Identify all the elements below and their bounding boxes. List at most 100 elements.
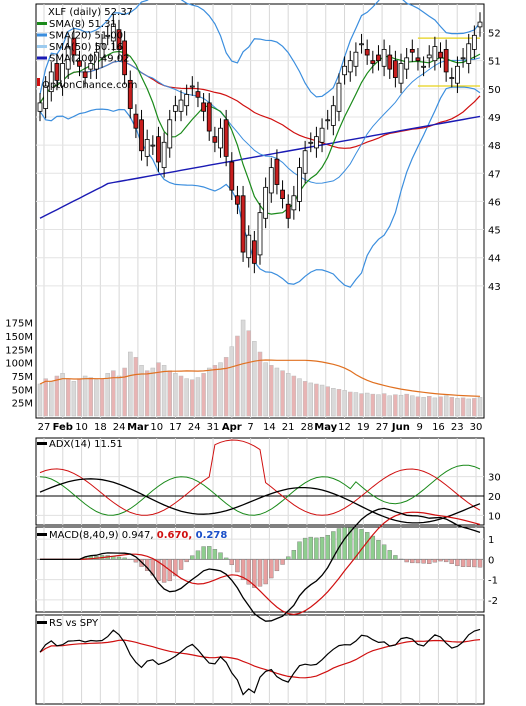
volume-average-line — [39, 359, 481, 397]
volume-bar — [421, 397, 426, 417]
volume-bar — [71, 381, 77, 417]
macd-histogram-bar — [235, 559, 240, 573]
x-tick-label: 31 — [207, 422, 220, 433]
volume-bar — [150, 367, 156, 417]
macd-histogram-bar — [178, 559, 184, 570]
macd-histogram-bar — [370, 535, 376, 560]
candle-down — [415, 57, 421, 62]
candle-up — [353, 51, 359, 67]
macd-histogram-bar — [415, 559, 421, 564]
volume-bar — [398, 394, 404, 417]
volume-bar — [472, 398, 477, 417]
candle-down — [54, 63, 60, 81]
legend-label: SMA(200) 49.02 — [49, 54, 130, 65]
volume-bar — [370, 393, 376, 417]
macd-histogram-bar — [348, 527, 353, 560]
candle-down — [127, 79, 133, 109]
legend-swatch — [37, 33, 47, 37]
watermark: OptionChance.com — [42, 80, 137, 91]
volume-bar — [144, 370, 150, 417]
x-tick-label: 19 — [357, 422, 370, 433]
candle-down — [122, 40, 128, 76]
candle-down — [240, 195, 246, 253]
candle-up — [471, 34, 477, 50]
candle-down — [156, 136, 161, 163]
candle-up — [94, 51, 99, 70]
candle-up — [449, 77, 455, 79]
volume-bar — [477, 397, 483, 417]
y-tick-label: -2 — [488, 596, 498, 607]
candle-up — [161, 141, 167, 169]
macd-histogram-bar — [376, 540, 381, 560]
macd-histogram-bar — [280, 559, 285, 565]
candle-up — [110, 23, 116, 42]
macd-histogram-bar — [229, 559, 234, 565]
volume-bar — [65, 378, 71, 417]
macd-histogram-bar — [257, 559, 263, 587]
x-tick-label: 18 — [94, 422, 107, 433]
volume-bar — [156, 362, 161, 417]
candle-up — [455, 65, 460, 84]
macd-histogram-bar — [263, 559, 268, 585]
watermark-marker — [37, 78, 40, 86]
candle-down — [251, 240, 257, 264]
volume-bar — [432, 397, 438, 417]
volume-tick-label: 25M — [12, 399, 33, 410]
macd-histogram-bar — [207, 546, 212, 560]
macd-histogram-bar — [449, 559, 454, 564]
macd-histogram-bar — [342, 527, 347, 560]
macd-histogram-bar — [302, 537, 308, 560]
candle-down — [235, 195, 240, 205]
macd-histogram-bar — [477, 559, 483, 568]
candle-up — [426, 54, 432, 59]
macd-histogram-bar — [381, 544, 387, 560]
macd-histogram-bar — [252, 559, 257, 588]
y-tick-label: 30 — [488, 473, 501, 484]
minus-di-line — [39, 439, 481, 516]
candle-up — [37, 102, 43, 112]
candle-up — [302, 150, 308, 174]
volume-tick-label: 150M — [5, 332, 33, 343]
volume-bar — [426, 396, 432, 417]
volume-bar — [167, 370, 172, 417]
candle-up — [359, 43, 364, 46]
macd-histogram-bar — [353, 528, 359, 560]
candle-down — [82, 71, 88, 78]
candle-down — [201, 102, 206, 112]
candle-up — [48, 71, 54, 93]
x-tick-label: 23 — [451, 422, 464, 433]
volume-bar — [82, 375, 88, 417]
candle-down — [212, 136, 218, 143]
candle-up — [308, 141, 314, 144]
x-tick-label: 28 — [301, 422, 314, 433]
macd-legend-label: MACD(8,40,9) 0.947, 0.670, 0.278 — [49, 530, 227, 541]
candle-up — [150, 144, 156, 147]
volume-bar — [161, 365, 167, 417]
candle-up — [43, 85, 49, 109]
candle-up — [184, 94, 190, 107]
candle-down — [387, 54, 393, 70]
volume-bar — [88, 377, 94, 417]
volume-bar — [308, 382, 314, 417]
y-tick-label: 51 — [488, 57, 501, 68]
candle-up — [404, 57, 410, 70]
candle-up — [105, 34, 111, 37]
x-tick-label: 27 — [38, 422, 51, 433]
candle-up — [60, 63, 65, 87]
volume-tick-label: 100M — [5, 359, 33, 370]
rs-legend-swatch — [37, 621, 47, 624]
candle-down — [376, 54, 381, 62]
x-tick-label: 10 — [150, 422, 163, 433]
macd-histogram-bar — [218, 552, 223, 560]
macd-histogram-bar — [201, 546, 206, 560]
volume-bar — [173, 373, 178, 417]
legend-swatch — [37, 45, 47, 48]
macd-histogram-bar — [122, 557, 127, 560]
candle-down — [370, 60, 376, 64]
candle-down — [280, 189, 285, 199]
x-tick-label: Feb — [53, 422, 73, 433]
macd-histogram-bar — [173, 559, 178, 577]
volume-bar — [348, 391, 353, 417]
candle-up — [99, 43, 105, 59]
